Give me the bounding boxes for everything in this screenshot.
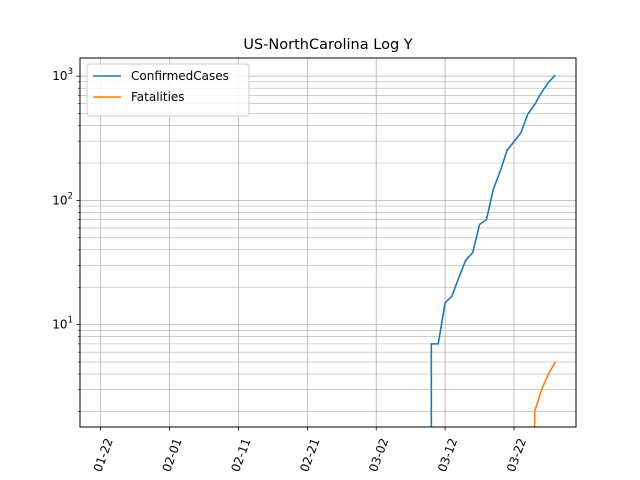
chart-title: US-NorthCarolina Log Y [243,37,412,53]
x-tick-label: 02-01 [160,436,185,474]
legend-box [86,63,250,117]
y-tick-label: 103 [52,67,73,83]
legend: ConfirmedCases Fatalities [86,63,250,117]
x-tick-label: 03-12 [435,436,460,474]
plot-frame [79,57,577,428]
x-tick-label: 03-22 [504,436,529,474]
legend-label: Fatalities [131,90,185,104]
legend-label: ConfirmedCases [131,69,229,83]
plot-lines [430,74,557,427]
y-tick-label: 102 [52,191,73,207]
y-tick-label: 101 [52,316,73,332]
series-line-0 [430,74,556,427]
x-tick-label: 02-21 [297,436,322,474]
grid [80,58,576,427]
series-line-1 [533,361,557,427]
axes: 01-22 02-01 02-11 02-21 03-02 03-12 03-22 101 10… [52,67,529,474]
x-tick-label: 02-11 [228,436,253,474]
x-tick-label: 01-22 [91,436,116,474]
x-tick-label: 03-02 [366,436,391,474]
